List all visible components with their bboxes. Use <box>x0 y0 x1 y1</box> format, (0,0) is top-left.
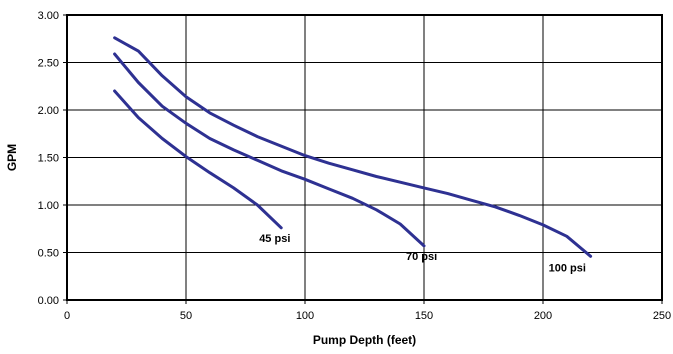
y-axis-title: GPM <box>5 144 19 171</box>
x-tick-label: 50 <box>180 310 192 322</box>
series-label: 100 psi <box>549 262 586 274</box>
series-line-45-psi <box>113 89 283 230</box>
x-tick-label: 250 <box>653 310 671 322</box>
series-labels: 45 psi 70 psi 100 psi <box>259 233 586 274</box>
series-label: 45 psi <box>259 233 290 245</box>
x-tick-label: 200 <box>534 310 552 322</box>
y-tick-label: 1.50 <box>38 153 59 165</box>
y-tick-label: 1.00 <box>38 200 59 212</box>
y-tick-label: 2.00 <box>38 105 59 117</box>
y-tick-label: 2.50 <box>38 58 59 70</box>
gridlines <box>67 15 662 300</box>
x-tick-label: 0 <box>64 310 70 322</box>
x-tick-label: 100 <box>296 310 314 322</box>
series-line-100-psi <box>113 36 593 258</box>
series-lines <box>113 36 593 258</box>
y-axis-ticks: 0.00 0.50 1.00 1.50 2.00 2.50 3.00 <box>38 10 67 307</box>
series-label: 70 psi <box>406 251 437 263</box>
y-tick-label: 0.00 <box>38 295 59 307</box>
x-axis-title: Pump Depth (feet) <box>313 333 416 347</box>
y-tick-label: 3.00 <box>38 10 59 22</box>
series-line-70-psi <box>113 52 426 248</box>
x-tick-label: 150 <box>415 310 433 322</box>
y-tick-label: 0.50 <box>38 248 59 260</box>
x-axis-ticks: 0 50 100 150 200 250 <box>64 300 671 322</box>
